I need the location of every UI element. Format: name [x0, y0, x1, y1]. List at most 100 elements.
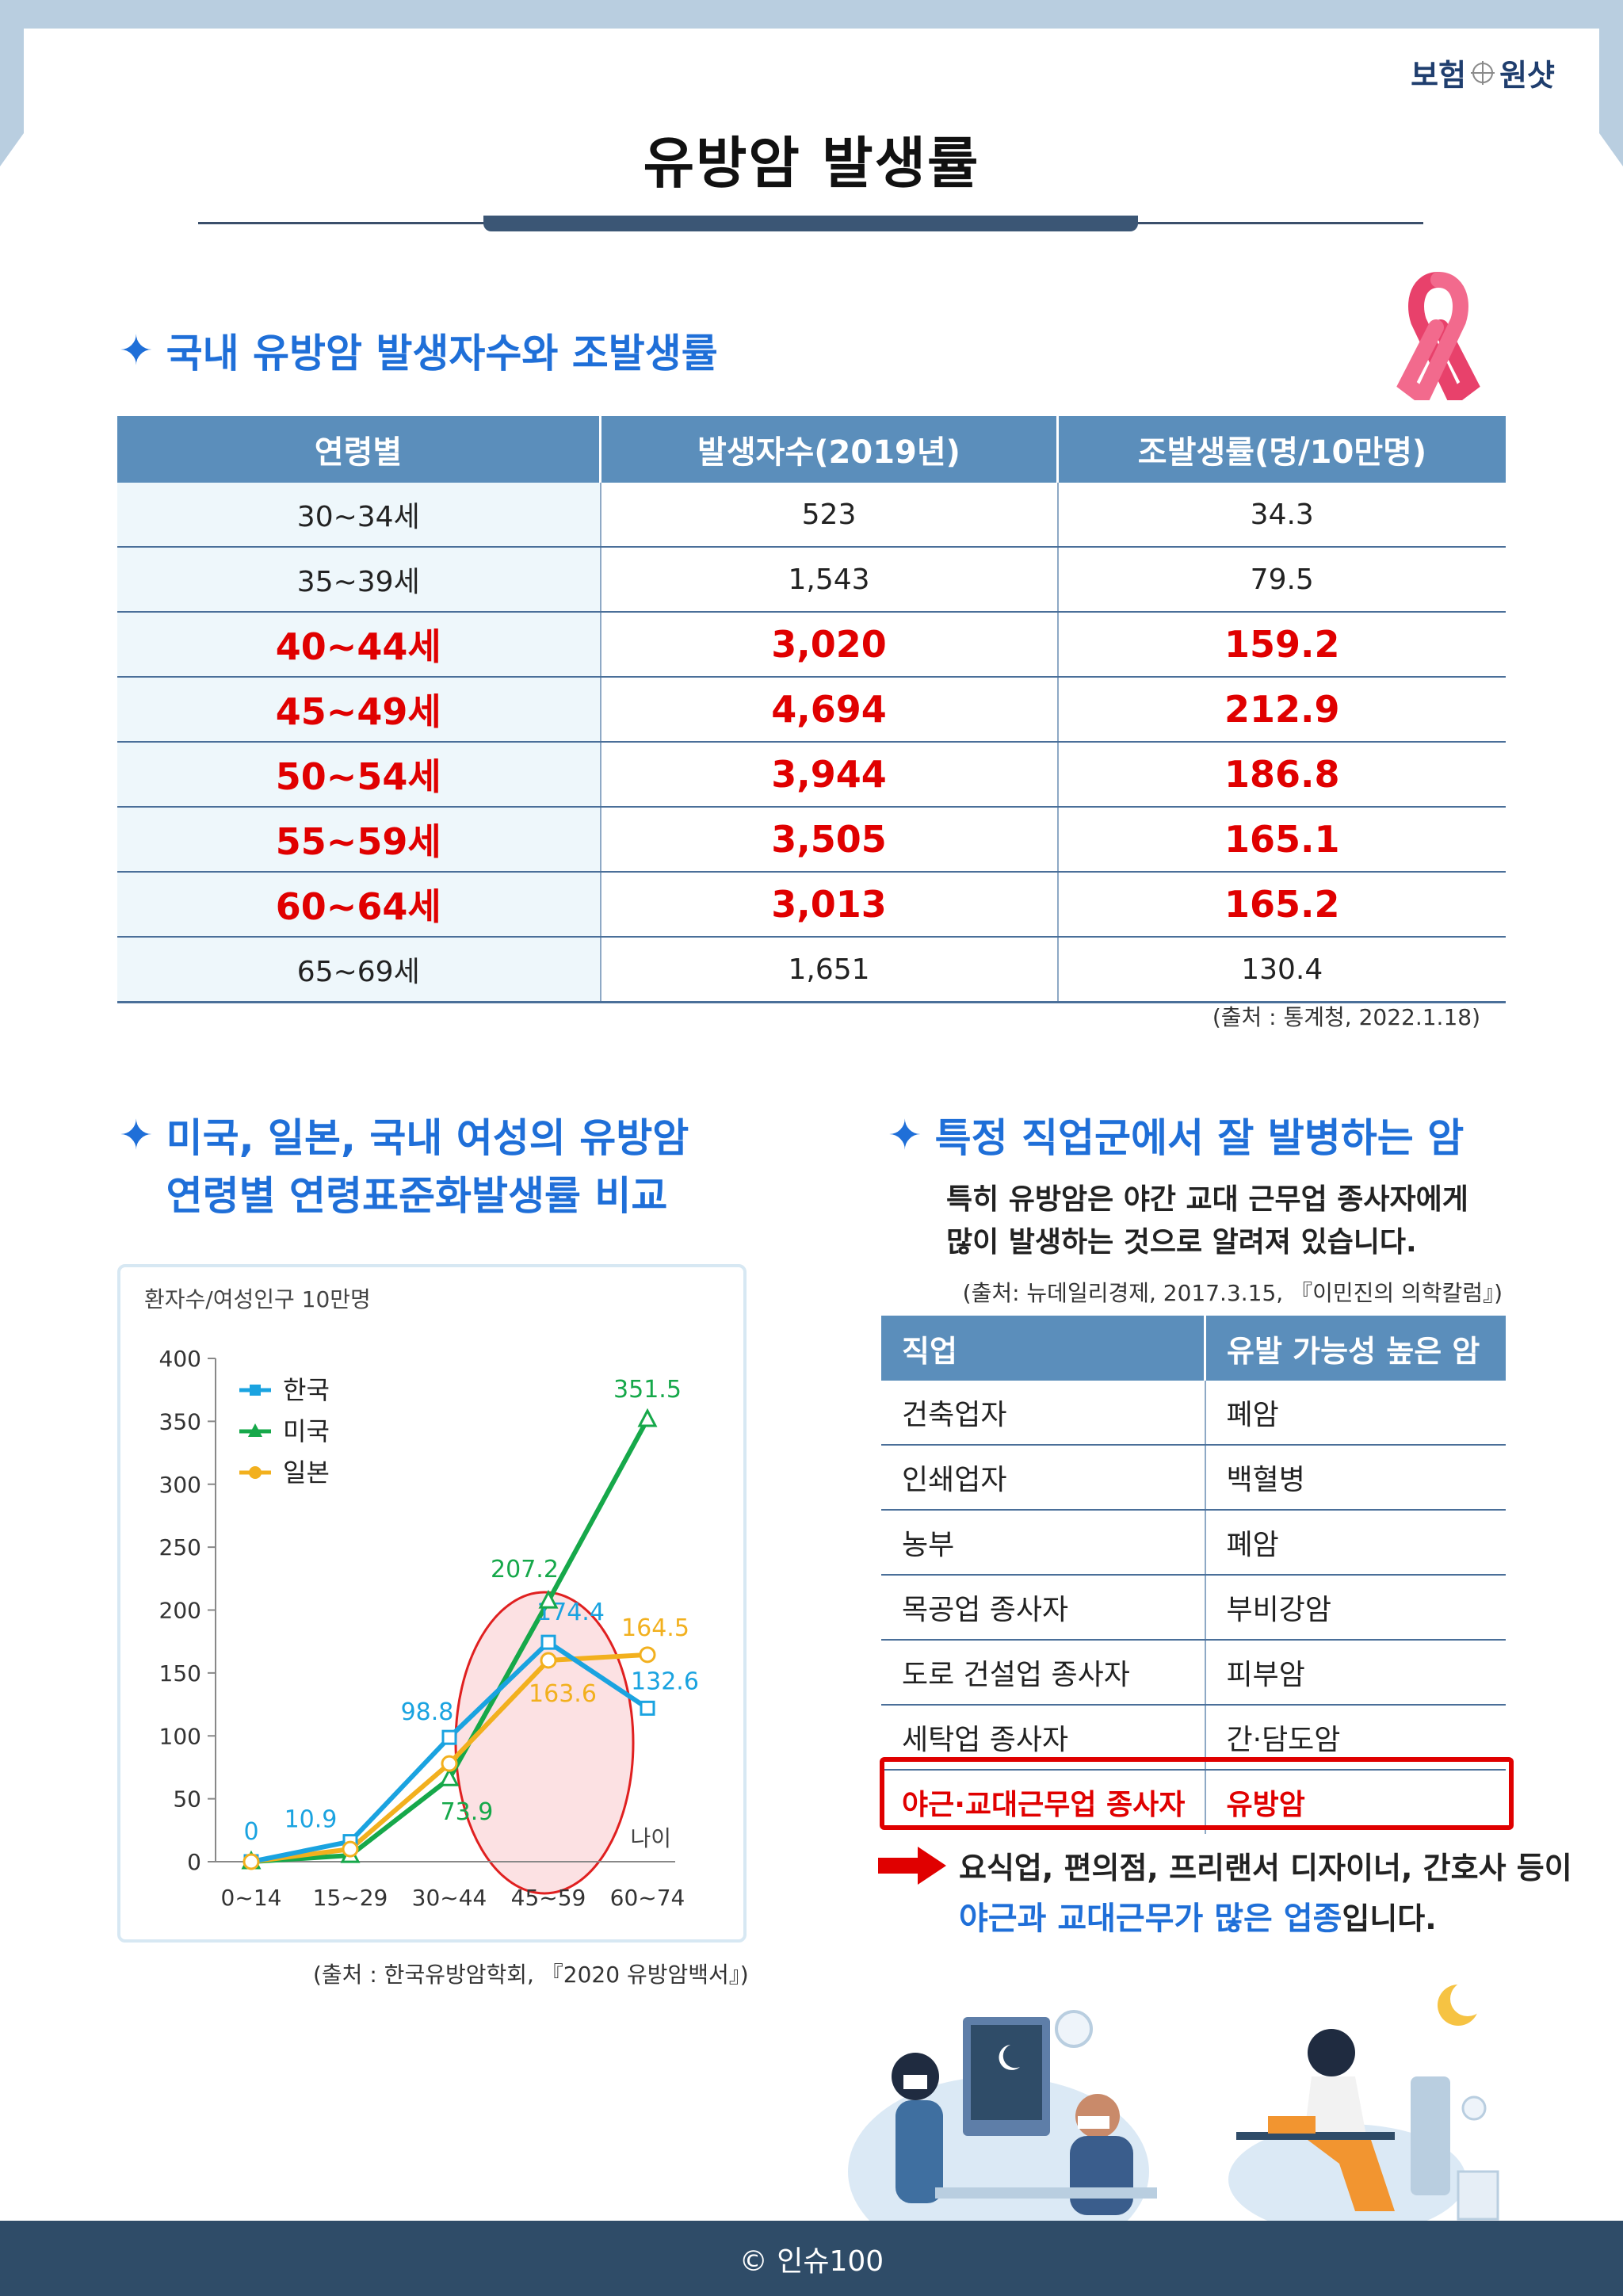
- title-divider-bar: [483, 216, 1138, 231]
- table-row: 30~34세 523 34.3: [117, 483, 1506, 548]
- pink-ribbon-icon: [1396, 272, 1480, 400]
- cell-age: 45~49세: [117, 677, 601, 743]
- data-label: 132.6: [631, 1668, 699, 1695]
- cell-age: 60~64세: [117, 872, 601, 938]
- y-tick-label: 100: [159, 1723, 201, 1749]
- cell-rate: 186.8: [1057, 742, 1506, 808]
- cell-rate: 165.2: [1057, 872, 1506, 938]
- section3-heading: ✦ 특정 직업군에서 잘 발병하는 암: [888, 1110, 1464, 1167]
- data-point: [640, 1700, 655, 1716]
- cell-cancer: 백혈병: [1205, 1445, 1506, 1511]
- job-message-line2: 야근과 교대근무가 많은 업종입니다.: [959, 1893, 1437, 1939]
- copyright-text: © 인슈100: [739, 2244, 884, 2278]
- data-label: 73.9: [441, 1798, 494, 1826]
- table-row: 45~49세 4,694 212.9: [117, 677, 1506, 743]
- top-frame: [0, 0, 1623, 29]
- data-point: [439, 1767, 460, 1786]
- section3-heading-text: 특정 직업군에서 잘 발병하는 암: [934, 1115, 1465, 1161]
- section1-heading-text: 국내 유방암 발생자수와 조발생률: [166, 330, 718, 376]
- table-row: 도로 건설업 종사자 피부암: [881, 1640, 1506, 1706]
- x-tick-label: 45~59: [511, 1885, 586, 1911]
- y-tick-label: 350: [159, 1408, 201, 1435]
- arrow-right-icon: [878, 1847, 946, 1885]
- cell-age: 55~59세: [117, 807, 601, 873]
- legend-label: 미국: [283, 1416, 330, 1446]
- cell-rate: 165.1: [1057, 807, 1506, 873]
- y-tick-label: 300: [159, 1472, 201, 1498]
- x-axis-label: 나이: [630, 1825, 671, 1851]
- cell-rate: 79.5: [1057, 547, 1506, 613]
- data-label: 163.6: [529, 1680, 597, 1708]
- brand-right: 원샷: [1499, 58, 1555, 93]
- x-tick-label: 60~74: [610, 1885, 685, 1911]
- cell-cancer: 부비강암: [1205, 1575, 1506, 1641]
- section2-heading-line2: 연령별 연령표준화발생률 비교: [166, 1172, 668, 1219]
- crosshair-icon: [1471, 60, 1495, 85]
- cell-cancer: 피부암: [1205, 1640, 1506, 1706]
- table-row: 농부 폐암: [881, 1510, 1506, 1576]
- right-frame: [1599, 0, 1623, 166]
- legend-marker: [249, 1466, 262, 1479]
- job-message-line1: 요식업, 편의점, 프리랜서 디자이너, 간호사 등이: [959, 1851, 1572, 1885]
- cell-count: 1,543: [600, 547, 1059, 613]
- section1-source: (출처 : 통계청, 2022.1.18): [1212, 1004, 1480, 1030]
- cell-job: 목공업 종사자: [881, 1575, 1206, 1641]
- job-message-emphasis: 야근과 교대근무가 많은 업종: [959, 1901, 1342, 1937]
- cell-rate: 159.2: [1057, 612, 1506, 678]
- cell-cancer: 간·담도암: [1205, 1705, 1506, 1771]
- cell-job: 농부: [881, 1510, 1206, 1576]
- col-header-rate: 조발생률(명/10만명): [1057, 416, 1506, 483]
- section2-heading: ✦ 미국, 일본, 국내 여성의 유방암 연령별 연령표준화발생률 비교: [119, 1110, 689, 1224]
- y-tick-label: 150: [159, 1660, 201, 1687]
- cell-age: 35~39세: [117, 547, 601, 613]
- cell-rate: 212.9: [1057, 677, 1506, 743]
- cell-cancer: 폐암: [1205, 1381, 1506, 1446]
- chart-panel: 환자수/여성인구 10만명 0 50 100 150 200 250 300 350 400 0~1…: [117, 1264, 747, 1943]
- sparkle-icon: ✦: [888, 1112, 922, 1159]
- cell-count: 4,694: [600, 677, 1059, 743]
- col-header-job: 직업: [881, 1316, 1206, 1381]
- incidence-table: 연령별 발생자수(2019년) 조발생률(명/10만명) 30~34세 523 34…: [117, 416, 1506, 1003]
- table-row: 50~54세 3,944 186.8: [117, 742, 1506, 808]
- cell-count: 523: [600, 483, 1059, 548]
- cell-job: 인쇄업자: [881, 1445, 1206, 1511]
- brand-logo: 보험 원샷: [1411, 51, 1555, 94]
- cell-rate: 34.3: [1057, 483, 1506, 548]
- brand-left: 보험: [1411, 58, 1467, 93]
- x-tick-label: 0~14: [221, 1885, 282, 1911]
- y-tick-label: 400: [159, 1346, 201, 1372]
- table-row: 65~69세 1,651 130.4: [117, 937, 1506, 1003]
- data-point: [342, 1840, 359, 1858]
- y-tick-label: 250: [159, 1534, 201, 1561]
- section3-desc-line2: 많이 발생하는 것으로 알려져 있습니다.: [946, 1226, 1417, 1259]
- table-row: 야근·교대근무업 종사자 유방암: [881, 1770, 1506, 1834]
- sparkle-icon: ✦: [119, 327, 154, 375]
- data-point: [441, 1729, 457, 1745]
- data-label: 164.5: [621, 1614, 689, 1642]
- cell-cancer: 폐암: [1205, 1510, 1506, 1576]
- section2-heading-line1: 미국, 일본, 국내 여성의 유방암: [166, 1115, 689, 1161]
- section3-source: (출처: 뉴데일리경제, 2017.3.15, 『이민진의 의학칼럼』): [962, 1280, 1503, 1306]
- y-tick-label: 200: [159, 1598, 201, 1624]
- left-frame: [0, 0, 24, 166]
- cell-age: 50~54세: [117, 742, 601, 808]
- data-label: 207.2: [491, 1556, 559, 1584]
- table-row: 60~64세 3,013 165.2: [117, 872, 1506, 938]
- col-header-cancer: 유발 가능성 높은 암: [1205, 1316, 1506, 1381]
- cell-cancer: 유방암: [1226, 1789, 1305, 1821]
- data-point: [441, 1755, 458, 1772]
- cell-job: 세탁업 종사자: [881, 1705, 1206, 1771]
- cell-count: 3,013: [600, 872, 1059, 938]
- cell-age: 30~34세: [117, 483, 601, 548]
- section2-source: (출처 : 한국유방암학회, 『2020 유방암백서』): [313, 1962, 749, 1988]
- y-tick-label: 50: [173, 1786, 201, 1813]
- line-chart: 환자수/여성인구 10만명 0 50 100 150 200 250 300 350 400 0~1…: [144, 1286, 699, 1911]
- x-tick-label: 15~29: [313, 1885, 388, 1911]
- legend-marker: [248, 1423, 262, 1437]
- data-point: [242, 1853, 260, 1870]
- section3-desc-line1: 특히 유방암은 야간 교대 근무업 종사자에게: [946, 1183, 1468, 1216]
- occupation-table: 직업 유발 가능성 높은 암 건축업자 폐암 인쇄업자 백혈병 농부 폐암 목공업 종사자 부…: [881, 1316, 1506, 1834]
- cell-age: 65~69세: [117, 937, 601, 1003]
- section1-heading: ✦ 국내 유방암 발생자수와 조발생률: [119, 325, 718, 383]
- table-row: 55~59세 3,505 165.1: [117, 807, 1506, 873]
